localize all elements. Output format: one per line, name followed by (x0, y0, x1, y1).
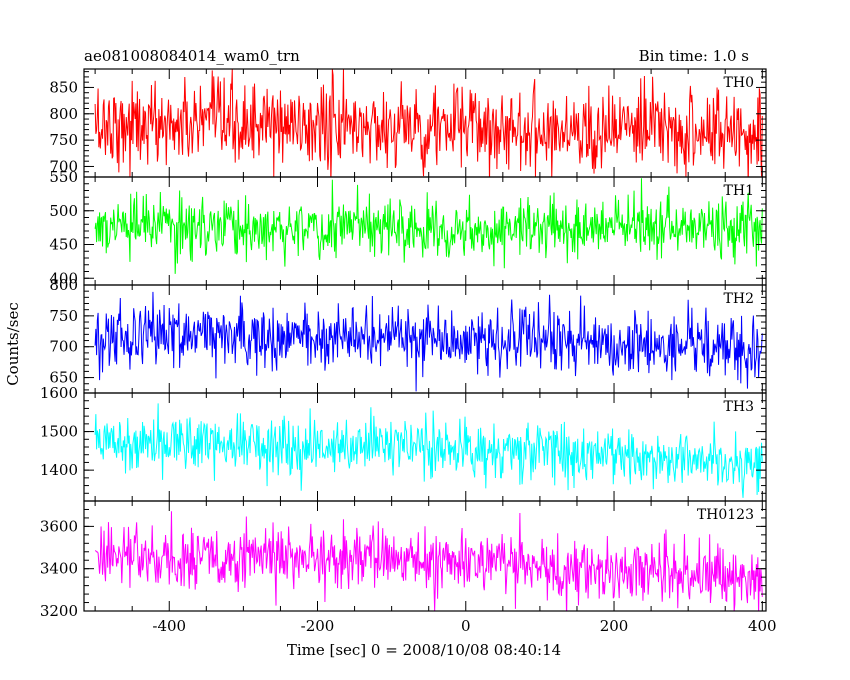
x-tick-label: -200 (301, 617, 335, 635)
x-axis-label: Time [sec] 0 = 2008/10/08 08:40:14 (287, 641, 561, 659)
x-tick-label: -400 (152, 617, 186, 635)
panel-label-th1: TH1 (724, 183, 754, 199)
panel-label-th0: TH0 (724, 75, 754, 91)
y-tick-label: 450 (49, 236, 78, 254)
y-tick-label: 750 (49, 307, 78, 325)
y-tick-label: 1500 (40, 423, 78, 441)
series-line-th1 (94, 178, 763, 274)
y-tick-label: 800 (49, 276, 78, 294)
y-tick-label: 650 (49, 369, 78, 387)
panel-frame (83, 500, 767, 612)
series-line-th0 (94, 69, 763, 177)
panel-th0123: 3200 3400 3600 TH0123 (40, 500, 767, 620)
panel-label-th3: TH3 (724, 399, 754, 415)
panel-label-th2: TH2 (724, 291, 754, 307)
x-tick-label: 200 (600, 617, 629, 635)
panel-th0: 700 750 800 850 TH0 (49, 68, 767, 178)
y-tick-label: 3600 (40, 517, 78, 535)
y-tick-label: 400 (49, 269, 78, 287)
y-tick-label: 500 (49, 202, 78, 220)
y-tick-label: 700 (49, 157, 78, 175)
y-axis-label: Counts/sec (4, 302, 22, 386)
figure-title: ae081008084014_wam0_trn (84, 47, 300, 65)
y-tick-label: 1400 (40, 461, 78, 479)
panel-th3: 1400 1500 1600 TH3 (40, 384, 767, 502)
panel-th2: 650 700 750 800 TH2 (49, 276, 767, 394)
y-tick-label: 1600 (40, 384, 78, 402)
x-tick-label: 0 (461, 617, 471, 635)
panel-frame (83, 176, 767, 286)
series-line-th0123 (94, 511, 763, 611)
series-line-th2 (94, 291, 763, 392)
y-tick-label: 550 (49, 168, 78, 186)
y-tick-label: 750 (49, 131, 78, 149)
panel-th1: 400 450 500 550 TH1 (49, 168, 767, 287)
series-line-th3 (94, 403, 763, 498)
panel-label-th0123: TH0123 (697, 507, 754, 523)
y-tick-label: 850 (49, 78, 78, 96)
y-tick-label: 3400 (40, 560, 78, 578)
bin-time-label: Bin time: 1.0 s (639, 47, 749, 65)
y-tick-label: 700 (49, 338, 78, 356)
y-tick-label: 800 (49, 105, 78, 123)
x-tick-label: 400 (748, 617, 777, 635)
y-tick-label: 3200 (40, 602, 78, 620)
